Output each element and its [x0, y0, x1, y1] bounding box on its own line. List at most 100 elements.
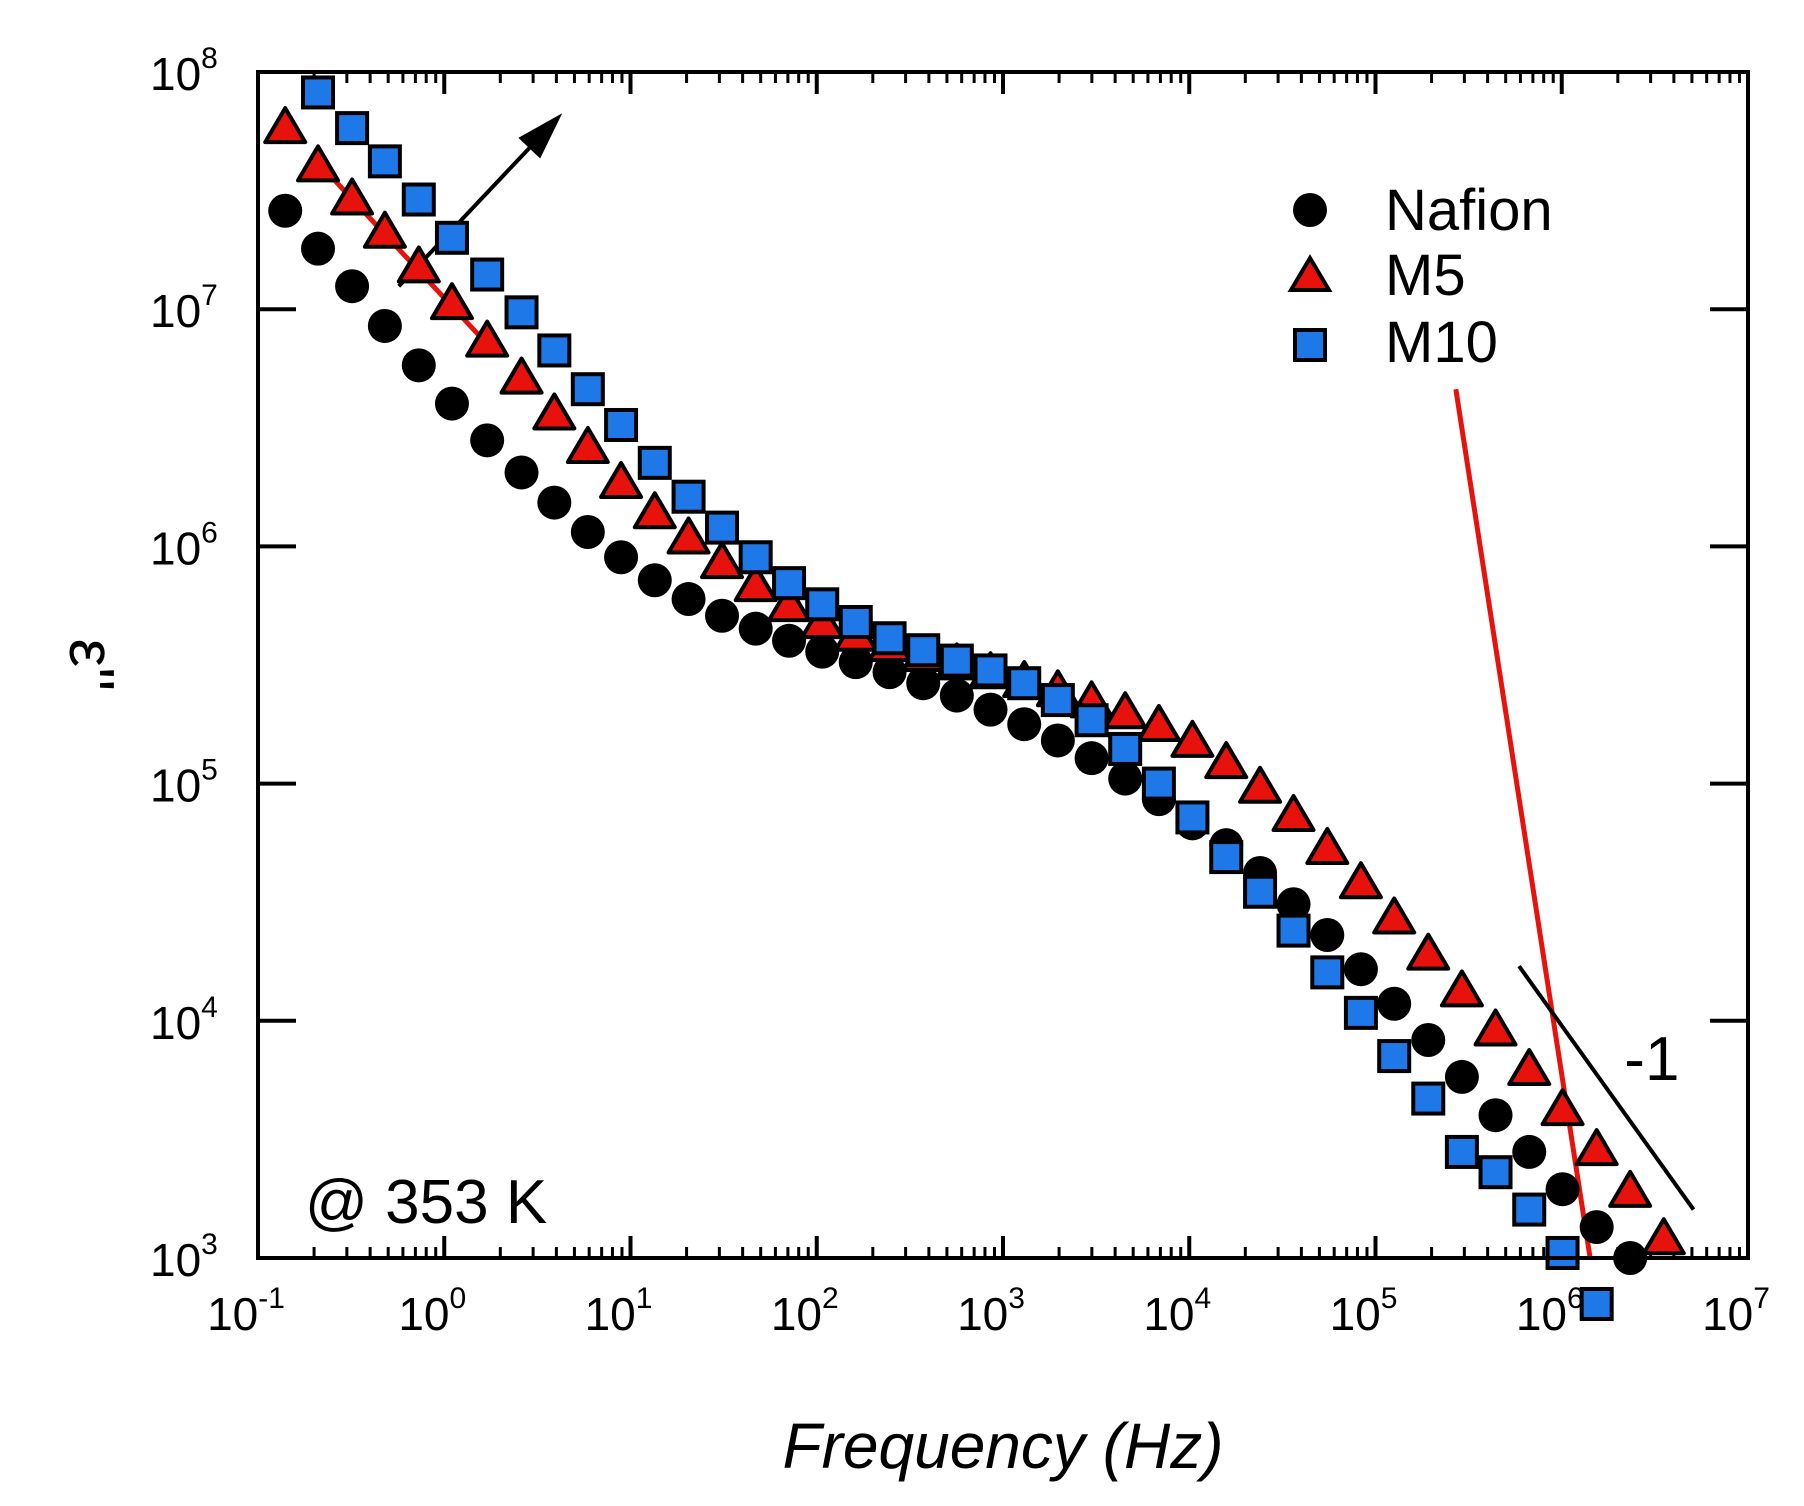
- point-m5: [532, 392, 577, 431]
- point-m10: [939, 643, 974, 678]
- point-nafion: [1377, 986, 1412, 1021]
- point-nafion: [301, 231, 336, 266]
- point-m10: [1377, 1039, 1412, 1074]
- point-m10: [1276, 913, 1311, 948]
- point-nafion: [367, 308, 402, 343]
- point-m10: [1444, 1134, 1479, 1169]
- point-m5: [666, 516, 711, 555]
- point-m10: [872, 621, 907, 656]
- point-m5: [1271, 794, 1316, 833]
- point-m10: [301, 75, 336, 110]
- point-nafion: [705, 598, 740, 633]
- point-m5: [263, 106, 308, 145]
- legend: Nafion M5 M10: [1287, 178, 1553, 375]
- point-nafion: [537, 485, 572, 520]
- temperature-annotation: @ 353 K: [305, 1168, 547, 1237]
- point-m5: [1170, 719, 1215, 758]
- y-tick-label: 105: [150, 754, 218, 812]
- point-m10: [1040, 683, 1075, 718]
- point-m10: [470, 257, 505, 292]
- point-m5: [1439, 969, 1484, 1008]
- point-m5: [1540, 1088, 1585, 1127]
- point-m10: [434, 220, 469, 255]
- point-nafion: [1444, 1059, 1479, 1094]
- point-m5: [1372, 896, 1417, 935]
- point-nafion: [434, 386, 469, 421]
- point-nafion: [470, 423, 505, 458]
- point-nafion: [738, 611, 773, 646]
- legend-label-m10: M10: [1385, 310, 1498, 375]
- legend-marker-m5: [1287, 254, 1333, 292]
- point-m5: [429, 282, 474, 321]
- point-m10: [537, 333, 572, 368]
- point-nafion: [637, 563, 672, 598]
- y-tick-label: 104: [150, 991, 218, 1049]
- point-nafion: [1343, 952, 1378, 987]
- point-m5: [1204, 741, 1249, 780]
- point-m10: [973, 653, 1008, 688]
- point-m10: [671, 479, 706, 514]
- point-m10: [604, 407, 639, 442]
- point-nafion: [1074, 741, 1109, 776]
- point-m5: [465, 319, 510, 358]
- data-points: [263, 75, 1686, 1321]
- point-nafion: [1276, 887, 1311, 922]
- point-m5: [733, 564, 778, 603]
- point-m5: [1338, 861, 1383, 900]
- point-nafion: [1579, 1210, 1614, 1245]
- point-m10: [906, 633, 941, 668]
- point-m10: [1175, 800, 1210, 835]
- point-m10: [838, 605, 873, 640]
- point-m5: [565, 425, 610, 464]
- point-nafion: [268, 193, 303, 228]
- y-tick-label: 106: [150, 516, 218, 574]
- x-tick-label: 101: [585, 1282, 653, 1340]
- x-tick-label: 106: [1516, 1282, 1584, 1340]
- point-m10: [401, 182, 436, 217]
- point-m10: [637, 445, 672, 480]
- point-m5: [1507, 1048, 1552, 1087]
- point-nafion: [939, 678, 974, 713]
- point-nafion: [1478, 1098, 1513, 1133]
- point-nafion: [906, 666, 941, 701]
- point-m10: [1108, 731, 1143, 766]
- point-m10: [1512, 1192, 1547, 1227]
- point-m10: [738, 540, 773, 575]
- tick-labels: 10-1 100 101 102 103 104 105 106 107 103 104 105 106…: [150, 42, 1770, 1340]
- point-nafion: [1040, 723, 1075, 758]
- legend-label-m5: M5: [1385, 243, 1466, 308]
- point-m5: [499, 356, 544, 395]
- point-m5: [1574, 1128, 1619, 1167]
- slope-label: -1: [1624, 1025, 1679, 1094]
- point-m5: [700, 541, 745, 580]
- y-tick-label: 103: [150, 1228, 218, 1286]
- point-nafion: [570, 515, 605, 550]
- point-m5: [330, 177, 375, 216]
- trend-arrow-head: [518, 113, 563, 159]
- point-m10: [1074, 703, 1109, 738]
- x-tick-label: 104: [1143, 1282, 1211, 1340]
- point-m5: [767, 584, 812, 623]
- point-m10: [570, 372, 605, 407]
- point-m10: [1007, 666, 1042, 701]
- x-tick-label: 10-1: [207, 1282, 285, 1340]
- point-m5: [1641, 1217, 1686, 1256]
- legend-label-nafion: Nafion: [1385, 178, 1553, 243]
- point-nafion: [1512, 1134, 1547, 1169]
- point-m5: [1305, 827, 1350, 866]
- slope-reference-line: [1517, 964, 1696, 1211]
- point-m10: [1545, 1235, 1580, 1270]
- point-nafion: [1108, 761, 1143, 796]
- y-axis-title: ε'': [56, 639, 128, 692]
- point-nafion: [805, 634, 840, 669]
- point-nafion: [1411, 1022, 1446, 1057]
- x-axis-title: Frequency (Hz): [783, 1410, 1224, 1482]
- point-m10: [1411, 1081, 1446, 1116]
- point-nafion: [1545, 1172, 1580, 1207]
- point-nafion: [504, 455, 539, 490]
- plot-frame: [256, 70, 1750, 1260]
- point-m5: [632, 491, 677, 530]
- point-m10: [335, 111, 370, 146]
- point-m5: [396, 245, 441, 284]
